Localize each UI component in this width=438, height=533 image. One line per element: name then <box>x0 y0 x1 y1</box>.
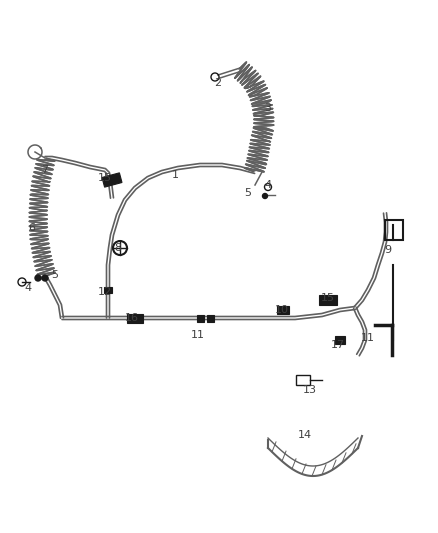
Text: 4: 4 <box>265 180 272 190</box>
Text: 6: 6 <box>28 223 35 233</box>
Text: 13: 13 <box>303 385 317 395</box>
Text: 3: 3 <box>265 103 272 113</box>
Text: 15: 15 <box>98 173 112 183</box>
Text: 14: 14 <box>298 430 312 440</box>
Text: 12: 12 <box>98 287 112 297</box>
Circle shape <box>35 275 41 281</box>
Text: 7: 7 <box>42 165 49 175</box>
Text: 5: 5 <box>52 270 59 280</box>
Polygon shape <box>127 313 143 322</box>
Polygon shape <box>335 336 345 344</box>
Text: 5: 5 <box>244 188 251 198</box>
Bar <box>385 220 403 240</box>
Text: 11: 11 <box>361 333 375 343</box>
Polygon shape <box>319 295 337 305</box>
Text: 1: 1 <box>172 170 179 180</box>
Polygon shape <box>197 314 204 321</box>
Polygon shape <box>102 173 122 187</box>
Text: 8: 8 <box>114 243 122 253</box>
Text: 16: 16 <box>125 313 139 323</box>
Text: 2: 2 <box>215 78 222 88</box>
Text: 17: 17 <box>331 340 345 350</box>
Text: 15: 15 <box>321 293 335 303</box>
Polygon shape <box>104 287 112 293</box>
Text: 10: 10 <box>275 305 289 315</box>
Polygon shape <box>277 306 289 314</box>
Text: 11: 11 <box>191 330 205 340</box>
Circle shape <box>262 193 268 198</box>
Text: 4: 4 <box>25 283 32 293</box>
Text: 9: 9 <box>385 245 392 255</box>
Polygon shape <box>206 314 213 321</box>
Circle shape <box>42 275 48 281</box>
